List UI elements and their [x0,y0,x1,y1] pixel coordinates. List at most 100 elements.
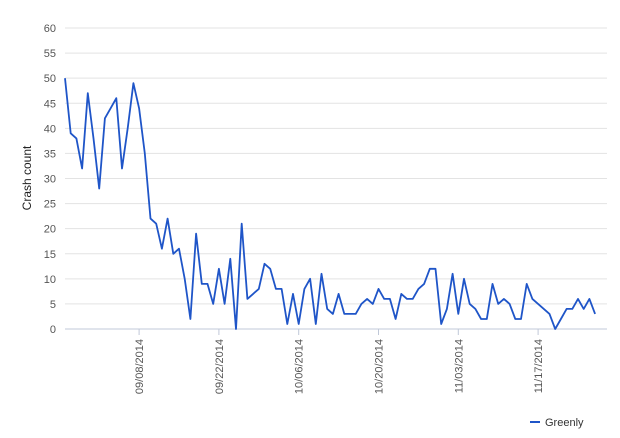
data-point[interactable] [463,277,466,280]
data-point[interactable] [69,132,72,135]
data-point[interactable] [577,298,580,301]
data-point[interactable] [423,283,426,286]
data-point[interactable] [537,303,540,306]
y-tick-label: 20 [44,224,56,236]
data-point[interactable] [155,222,158,225]
data-point[interactable] [246,298,249,301]
x-tick-label: 11/03/2014 [453,339,465,393]
data-point[interactable] [406,298,409,301]
data-point[interactable] [143,152,146,155]
data-point[interactable] [542,308,545,311]
data-point[interactable] [503,298,506,301]
data-point[interactable] [121,167,124,170]
data-point[interactable] [81,167,84,170]
data-point[interactable] [183,277,186,280]
data-point[interactable] [411,298,414,301]
data-point[interactable] [195,232,198,235]
data-point[interactable] [548,313,551,316]
data-point[interactable] [297,323,300,326]
data-point[interactable] [337,293,340,296]
data-point[interactable] [98,187,101,190]
data-point[interactable] [263,262,266,265]
data-point[interactable] [446,308,449,311]
data-point[interactable] [206,283,209,286]
data-point[interactable] [172,252,175,255]
data-point[interactable] [252,293,255,296]
data-point[interactable] [554,328,557,331]
data-point[interactable] [366,298,369,301]
data-point[interactable] [240,222,243,225]
data-point[interactable] [377,288,380,291]
data-point[interactable] [218,267,221,270]
data-point[interactable] [389,298,392,301]
data-point[interactable] [514,318,517,321]
data-point[interactable] [349,313,352,316]
data-point[interactable] [257,288,260,291]
data-point[interactable] [303,288,306,291]
data-point[interactable] [383,298,386,301]
data-point[interactable] [189,318,192,321]
data-point[interactable] [280,288,283,291]
legend[interactable]: Greenly [530,417,584,429]
data-point[interactable] [520,318,523,321]
data-point[interactable] [400,293,403,296]
data-point[interactable] [468,303,471,306]
data-point[interactable] [371,303,374,306]
data-point[interactable] [440,323,443,326]
data-point[interactable] [178,247,181,250]
data-point[interactable] [86,92,89,95]
data-point[interactable] [360,303,363,306]
data-point[interactable] [64,77,67,80]
data-point[interactable] [275,288,278,291]
data-point[interactable] [588,298,591,301]
data-point[interactable] [497,303,500,306]
data-point[interactable] [92,137,95,140]
data-point[interactable] [166,217,169,220]
data-point[interactable] [161,247,164,250]
data-point[interactable] [126,127,129,130]
data-point[interactable] [75,137,78,140]
data-point[interactable] [229,257,232,260]
data-point[interactable] [223,303,226,306]
data-point[interactable] [394,318,397,321]
data-point[interactable] [104,117,107,120]
data-point[interactable] [508,303,511,306]
data-point[interactable] [326,308,329,311]
data-point[interactable] [434,267,437,270]
data-point[interactable] [354,313,357,316]
data-point[interactable] [286,323,289,326]
y-tick-label: 50 [44,73,56,85]
data-point[interactable] [428,267,431,270]
data-point[interactable] [149,217,152,220]
data-point[interactable] [132,82,135,85]
data-point[interactable] [491,283,494,286]
data-point[interactable] [235,328,238,331]
data-point[interactable] [109,107,112,110]
x-tick-label: 11/17/2014 [533,339,545,393]
data-point[interactable] [582,308,585,311]
data-point[interactable] [565,308,568,311]
data-point[interactable] [343,313,346,316]
y-tick-label: 5 [50,299,56,311]
data-point[interactable] [531,298,534,301]
data-point[interactable] [200,283,203,286]
data-point[interactable] [451,272,454,275]
data-point[interactable] [269,267,272,270]
data-point[interactable] [560,318,563,321]
data-point[interactable] [480,318,483,321]
data-point[interactable] [138,107,141,110]
data-point[interactable] [457,313,460,316]
data-point[interactable] [525,283,528,286]
data-point[interactable] [115,97,118,100]
data-point[interactable] [332,313,335,316]
data-point[interactable] [309,277,312,280]
data-point[interactable] [292,293,295,296]
data-point[interactable] [485,318,488,321]
data-point[interactable] [212,303,215,306]
data-point[interactable] [417,288,420,291]
data-point[interactable] [320,272,323,275]
data-point[interactable] [571,308,574,311]
data-point[interactable] [314,323,317,326]
data-point[interactable] [474,308,477,311]
data-point[interactable] [594,313,597,316]
